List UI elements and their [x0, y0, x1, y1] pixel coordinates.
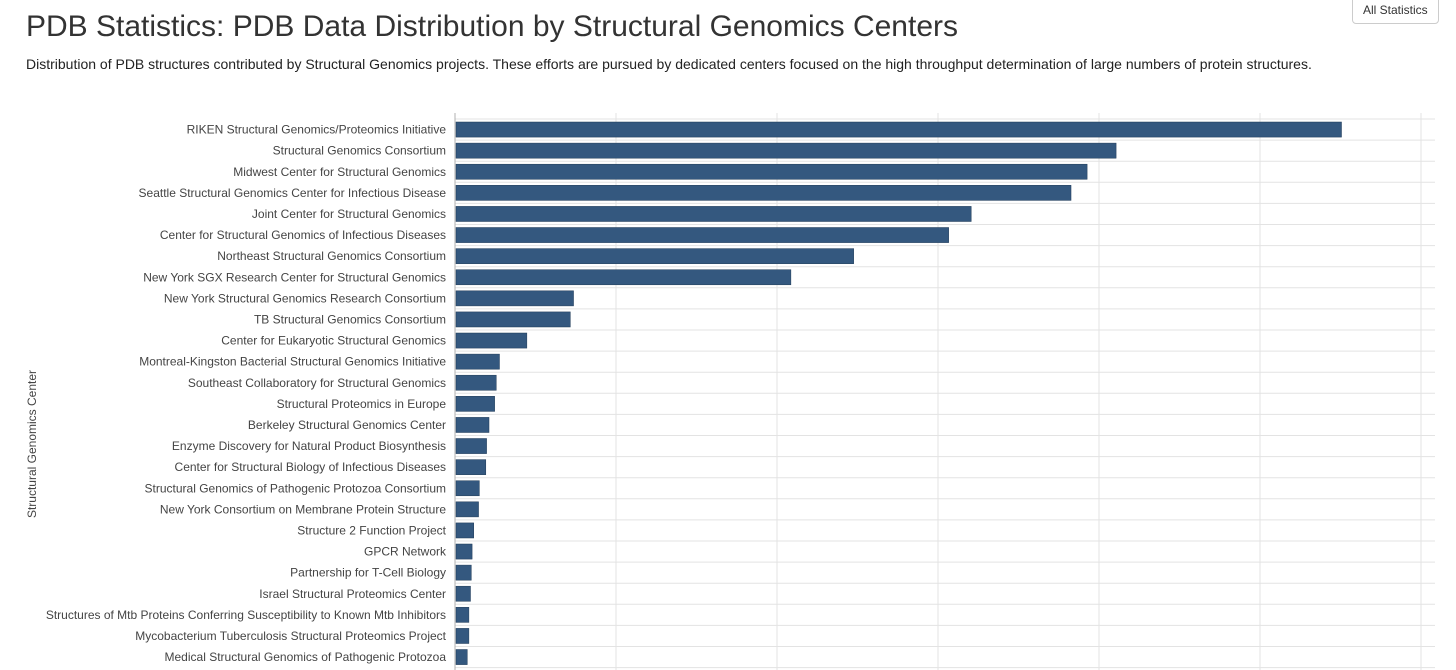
bar	[455, 480, 480, 497]
category-label: Structures of Mtb Proteins Conferring Su…	[46, 608, 446, 622]
category-label: Medical Structural Genomics of Pathogeni…	[165, 650, 447, 664]
bar	[455, 628, 470, 644]
category-label: Mycobacterium Tuberculosis Structural Pr…	[135, 629, 446, 643]
category-label: Center for Structural Biology of Infecti…	[175, 460, 446, 474]
category-label: Northeast Structural Genomics Consortium	[217, 249, 446, 263]
bar	[455, 163, 1088, 180]
category-label: Structural Proteomics in Europe	[277, 397, 447, 411]
bar	[455, 142, 1117, 159]
category-label: Montreal-Kingston Bacterial Structural G…	[139, 355, 446, 369]
category-label-layer: RIKEN Structural Genomics/Proteomics Ini…	[46, 123, 447, 664]
bar	[455, 248, 854, 264]
page-title: PDB Statistics: PDB Data Distribution by…	[26, 10, 958, 43]
all-statistics-button[interactable]: All Statistics	[1352, 0, 1439, 24]
bar	[455, 438, 487, 454]
bar	[455, 417, 490, 433]
category-label: New York Structural Genomics Research Co…	[164, 291, 446, 305]
category-label: Center for Structural Genomics of Infect…	[160, 228, 446, 242]
category-label: RIKEN Structural Genomics/Proteomics Ini…	[187, 123, 447, 137]
category-label: Structural Genomics of Pathogenic Protoz…	[145, 481, 446, 495]
category-label: Structural Genomics Consortium	[273, 144, 446, 158]
bar	[455, 607, 470, 623]
category-label: Structure 2 Function Project	[297, 523, 446, 537]
bar	[455, 290, 574, 307]
bar	[455, 501, 479, 518]
category-label: Joint Center for Structural Genomics	[252, 207, 446, 221]
bar	[455, 206, 972, 222]
grid-layer	[454, 113, 1435, 670]
category-label: New York Consortium on Membrane Protein …	[160, 502, 446, 516]
bar	[455, 121, 1342, 138]
bar	[455, 396, 495, 412]
bar	[455, 522, 474, 539]
category-label: GPCR Network	[364, 545, 447, 559]
category-label: Enzyme Discovery for Natural Product Bio…	[172, 439, 446, 453]
bar	[455, 374, 497, 391]
bar	[455, 585, 471, 602]
page-subtitle: Distribution of PDB structures contribut…	[26, 56, 1312, 72]
bar	[455, 543, 473, 560]
category-label: Partnership for T-Cell Biology	[290, 566, 446, 580]
bar	[455, 227, 949, 243]
category-label: Center for Eukaryotic Structural Genomic…	[221, 334, 446, 348]
bar	[455, 459, 487, 475]
bar	[455, 311, 571, 328]
category-label: Midwest Center for Structural Genomics	[233, 165, 446, 179]
category-label: Israel Structural Proteomics Center	[259, 587, 446, 601]
bar	[455, 353, 500, 370]
bar	[455, 332, 528, 349]
category-label: New York SGX Research Center for Structu…	[143, 270, 446, 284]
bar	[455, 564, 472, 581]
bar	[455, 185, 1072, 201]
y-axis-title: Structural Genomics Center	[25, 370, 39, 518]
bar	[455, 269, 792, 286]
category-label: TB Structural Genomics Consortium	[254, 312, 446, 326]
category-label: Southeast Collaboratory for Structural G…	[188, 376, 446, 390]
bar	[455, 649, 468, 665]
bar-layer	[455, 121, 1342, 665]
category-label: Berkeley Structural Genomics Center	[248, 418, 446, 432]
category-label: Seattle Structural Genomics Center for I…	[139, 186, 447, 200]
